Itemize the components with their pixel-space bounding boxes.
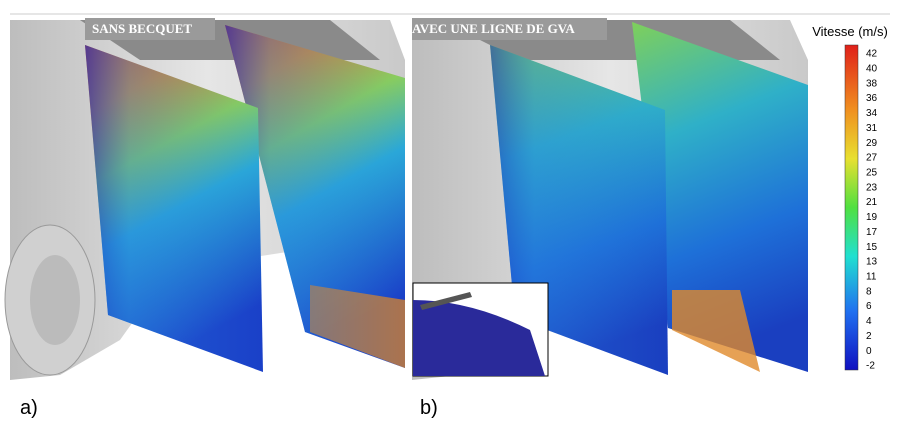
figure: SANS BECQUET a) AVEC UNE LIGNE DE GVA b)… [0,0,901,430]
colorbar-tick-label: 31 [866,123,878,134]
panel-a: SANS BECQUET a) [5,18,405,419]
panel-b: AVEC UNE LIGNE DE GVA b) [412,18,808,419]
colorbar-tick-label: 4 [866,316,872,327]
colorbar-tick-label: 11 [866,271,877,282]
panel-title: AVEC UNE LIGNE DE GVA [412,21,575,36]
colorbar-tick-label: 34 [866,108,878,119]
colorbar-tick-label: 13 [866,257,878,268]
colorbar-tick-label: 17 [866,227,878,238]
colorbar-tick-label: 2 [866,331,872,342]
colorbar [845,45,858,370]
colorbar-tick-label: 0 [866,346,872,357]
colorbar-tick-label: 15 [866,242,878,253]
colorbar-title: Vitesse (m/s) [812,24,888,39]
panel-label: b) [420,397,438,419]
colorbar-tick-label: 19 [866,212,878,223]
colorbar-tick-label: -2 [866,361,875,372]
hub [30,255,80,345]
colorbar-tick-label: 29 [866,138,878,149]
colorbar-tick-label: 6 [866,301,872,312]
colorbar-tick-label: 38 [866,78,878,89]
colorbar-tick-label: 40 [866,63,878,74]
panel-label: a) [20,397,38,419]
colorbar-tick-label: 42 [866,49,878,60]
colorbar-tick-label: 27 [866,153,878,164]
colorbar-tick-label: 36 [866,93,878,104]
panel-title: SANS BECQUET [92,21,192,36]
colorbar-tick-label: 21 [866,197,878,208]
colorbar-tick-label: 25 [866,167,878,178]
colorbar-tick-label: 23 [866,182,878,193]
colorbar-tick-label: 8 [866,286,872,297]
